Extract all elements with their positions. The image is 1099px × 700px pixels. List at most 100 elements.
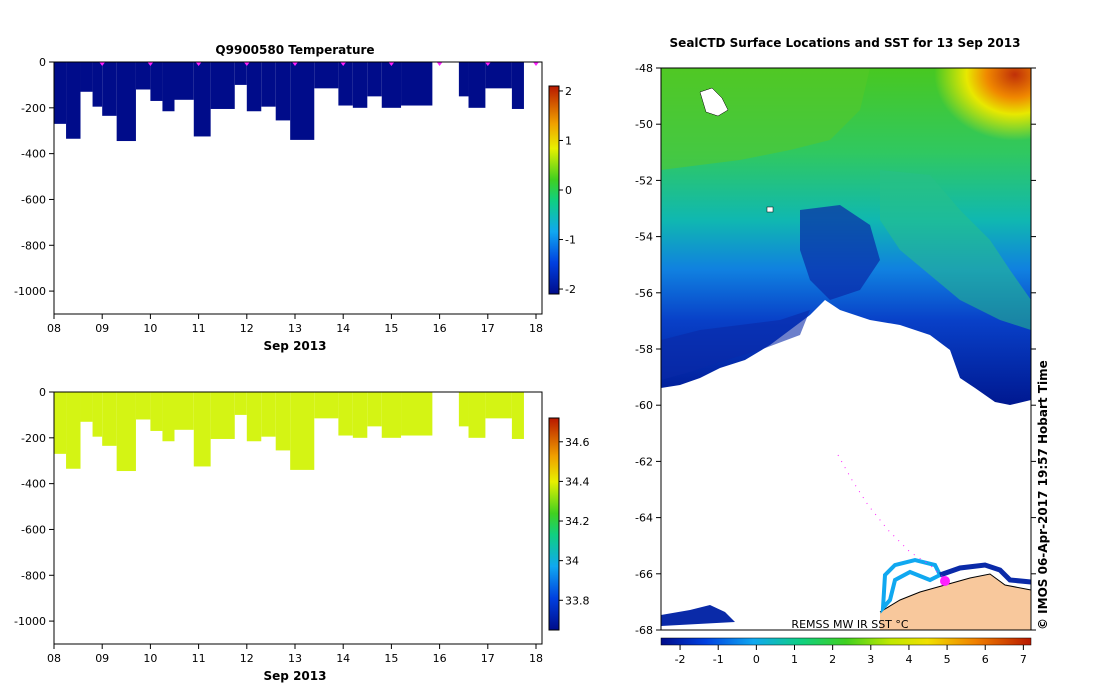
sst-colorbar-label: REMSS MW IR SST °C (791, 618, 908, 631)
profile-bar (401, 62, 433, 106)
map-watermark: © IMOS 06-Apr-2017 19:57 Hobart Time (1036, 360, 1050, 630)
profile-bar (92, 62, 103, 107)
lat-tick-label: -58 (635, 343, 653, 356)
y-tick-label: 0 (39, 56, 46, 69)
profile-bar (193, 392, 211, 467)
x-tick-label: 16 (433, 322, 447, 335)
profile-bar (401, 392, 433, 436)
colorbar-tick-label: 33.8 (565, 594, 590, 607)
colorbar-tick-label: 34.4 (565, 475, 590, 488)
coastal-sst-west (661, 605, 735, 626)
profile-bar (367, 62, 382, 97)
salinity-y-axis: 0 -200 -400 -600 -800 -1000 (14, 386, 54, 628)
temperature-title: Q9900580 Temperature (215, 43, 374, 57)
profile-bar (116, 62, 136, 142)
x-tick-label: 15 (384, 652, 398, 665)
profile-bar (135, 392, 151, 420)
sst-warm-region (870, 68, 1031, 200)
profile-bar (381, 392, 402, 438)
profile-bar (261, 392, 276, 437)
sst-c-tick-label: 0 (753, 653, 760, 666)
y-tick-label: -800 (21, 569, 46, 582)
colorbar-tick-label: 1 (565, 134, 572, 147)
profile-bar (210, 392, 235, 439)
profile-bar (135, 62, 151, 90)
colorbar-tick-label: 34 (565, 555, 579, 568)
profile-bar (381, 62, 402, 108)
x-tick-label: 08 (47, 322, 61, 335)
temperature-colorbar-ticks: 2 1 0 -1 -2 (559, 85, 576, 296)
profile-bar (54, 392, 67, 454)
x-tick-label: 11 (192, 652, 206, 665)
sst-c-tick-label: 4 (905, 653, 912, 666)
colorbar-tick-label: -2 (565, 283, 576, 296)
colorbar-tick-label: 34.2 (565, 515, 590, 528)
lat-tick-label: -52 (635, 174, 653, 187)
colorbar-tick-label: 0 (565, 184, 572, 197)
profile-bar (290, 62, 315, 140)
map-y-axis: -48 -50 -52 -54 -56 -58 -60 -62 -64 -66 -68 (635, 62, 1036, 637)
profile-bar (367, 392, 382, 427)
profile-time-marker (99, 62, 106, 66)
profile-bar (162, 62, 175, 112)
y-tick-label: -400 (21, 478, 46, 491)
x-tick-label: 13 (288, 322, 302, 335)
antarctic-land (880, 574, 1031, 630)
profile-bar (458, 392, 469, 427)
y-tick-label: -600 (21, 193, 46, 206)
lat-tick-label: -64 (635, 512, 653, 525)
ice-patch-north (699, 87, 729, 117)
profile-bar (54, 62, 67, 124)
y-tick-label: -800 (21, 239, 46, 252)
profile-bar (314, 62, 339, 89)
x-tick-label: 17 (481, 322, 495, 335)
profile-time-marker (147, 62, 154, 66)
x-tick-label: 09 (95, 322, 109, 335)
seal-position-marker (940, 576, 950, 586)
profile-bar (485, 392, 512, 419)
salinity-colorbar (548, 417, 560, 631)
y-tick-label: -600 (21, 523, 46, 536)
x-tick-label: 15 (384, 322, 398, 335)
profile-bar (275, 62, 291, 121)
salinity-colorbar-ticks: 34.6 34.4 34.2 34 33.8 (559, 436, 590, 607)
salinity-panel: 0 -200 -400 -600 -800 -1000 08 09 10 11 12 13 14 15 1… (14, 386, 589, 683)
temperature-x-axis: 08 09 10 11 12 13 14 15 16 17 18 (47, 314, 543, 335)
y-tick-label: -1000 (14, 615, 46, 628)
x-tick-label: 11 (192, 322, 206, 335)
profile-bar (261, 62, 276, 107)
temperature-bars (54, 62, 524, 142)
temperature-axes-frame (53, 61, 543, 315)
profile-bar (511, 392, 524, 439)
profile-bar (150, 392, 163, 431)
profile-bar (352, 392, 368, 438)
profile-bar (468, 392, 486, 438)
sst-c-tick-label: -2 (675, 653, 686, 666)
profile-bar (174, 392, 194, 430)
profile-bar (352, 62, 368, 108)
map-title: SealCTD Surface Locations and SST for 13… (670, 36, 1021, 50)
profile-bar (92, 392, 103, 437)
profile-bar (66, 392, 81, 469)
x-tick-label: 16 (433, 652, 447, 665)
sst-colorbar (660, 637, 1032, 646)
x-tick-label: 10 (143, 652, 157, 665)
profile-bar (116, 392, 136, 472)
sst-teal-band (880, 170, 1031, 330)
profile-bar (66, 62, 81, 139)
lat-tick-label: -50 (635, 118, 653, 131)
seal-track (837, 454, 945, 579)
y-tick-label: 0 (39, 386, 46, 399)
profile-bar (338, 392, 353, 436)
temperature-y-axis: 0 -200 -400 -600 -800 -1000 (14, 56, 54, 298)
colorbar-tick-label: -1 (565, 234, 576, 247)
sst-c-tick-label: 5 (944, 653, 951, 666)
profile-bar (102, 62, 117, 116)
profile-bar (193, 62, 211, 137)
colorbar-tick-label: 2 (565, 85, 572, 98)
temperature-markers (99, 62, 539, 66)
sst-cold-core (800, 205, 880, 300)
sst-c-tick-label: 6 (982, 653, 989, 666)
lat-tick-label: -62 (635, 455, 653, 468)
